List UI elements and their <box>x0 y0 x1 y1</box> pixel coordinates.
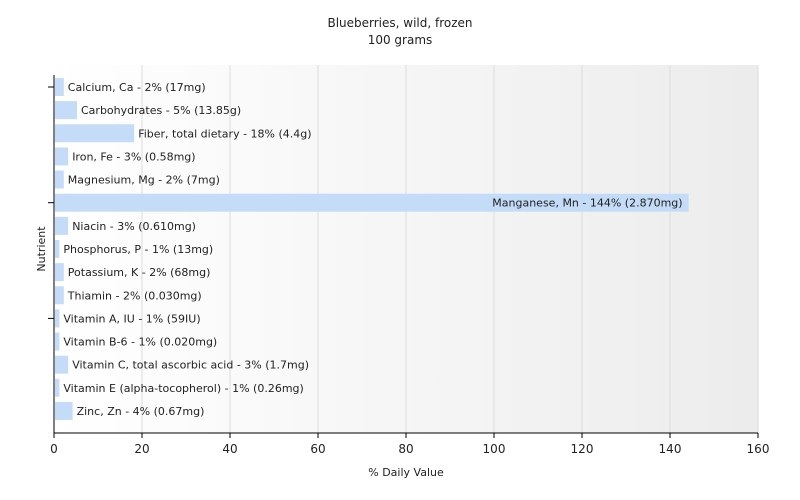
bar <box>55 124 135 143</box>
bar <box>55 286 64 305</box>
bars: Calcium, Ca - 2% (17mg) Carbohydrates - 5… <box>55 78 689 420</box>
bar <box>55 378 60 397</box>
bar <box>55 78 64 96</box>
bar-label: Vitamin C, total ascorbic acid - 3% (1.7… <box>72 359 309 372</box>
chart-subtitle: 100 grams <box>368 33 433 47</box>
bar <box>55 263 64 282</box>
x-tick-label: 100 <box>483 442 506 456</box>
bar-label: Carbohydrates - 5% (13.85g) <box>81 104 241 117</box>
y-axis-title: Nutrient <box>35 226 48 272</box>
bar <box>55 309 60 328</box>
x-tick-label: 160 <box>747 442 770 456</box>
bar <box>55 193 689 212</box>
bar <box>55 355 69 374</box>
bar-label: Niacin - 3% (0.610mg) <box>72 220 196 233</box>
x-tick-label: 20 <box>134 442 149 456</box>
bar-label: Zinc, Zn - 4% (0.67mg) <box>77 405 205 418</box>
x-tick-label: 120 <box>571 442 594 456</box>
bar-label: Calcium, Ca - 2% (17mg) <box>68 81 206 94</box>
bar <box>55 332 60 351</box>
bar <box>55 101 77 120</box>
bar-label: Phosphorus, P - 1% (13mg) <box>63 243 213 256</box>
bar <box>55 401 73 420</box>
bar <box>55 147 69 166</box>
x-axis-ticks: 0 20 40 60 80 100 120 140 160 <box>50 433 769 456</box>
bar-label: Vitamin B-6 - 1% (0.020mg) <box>63 336 217 349</box>
bar <box>55 239 60 258</box>
grid-lines <box>141 65 759 433</box>
bar-label: Vitamin A, IU - 1% (59IU) <box>63 312 200 325</box>
bar <box>55 216 69 235</box>
x-tick-label: 80 <box>398 442 413 456</box>
bar-label: Manganese, Mn - 144% (2.870mg) <box>492 197 682 210</box>
x-tick-label: 0 <box>50 442 58 456</box>
bar-label: Iron, Fe - 3% (0.58mg) <box>72 150 195 163</box>
bar <box>55 170 64 189</box>
x-axis-title: % Daily Value <box>368 466 444 479</box>
x-tick-label: 40 <box>222 442 237 456</box>
bar-label: Vitamin E (alpha-tocopherol) - 1% (0.26m… <box>63 382 303 395</box>
bar-label: Fiber, total dietary - 18% (4.4g) <box>138 127 311 140</box>
chart-title: Blueberries, wild, frozen <box>327 16 472 30</box>
bar-label: Potassium, K - 2% (68mg) <box>68 266 211 279</box>
x-tick-label: 140 <box>659 442 682 456</box>
x-tick-label: 60 <box>310 442 325 456</box>
bar-label: Magnesium, Mg - 2% (7mg) <box>68 174 220 187</box>
bar-label: Thiamin - 2% (0.030mg) <box>67 289 202 302</box>
